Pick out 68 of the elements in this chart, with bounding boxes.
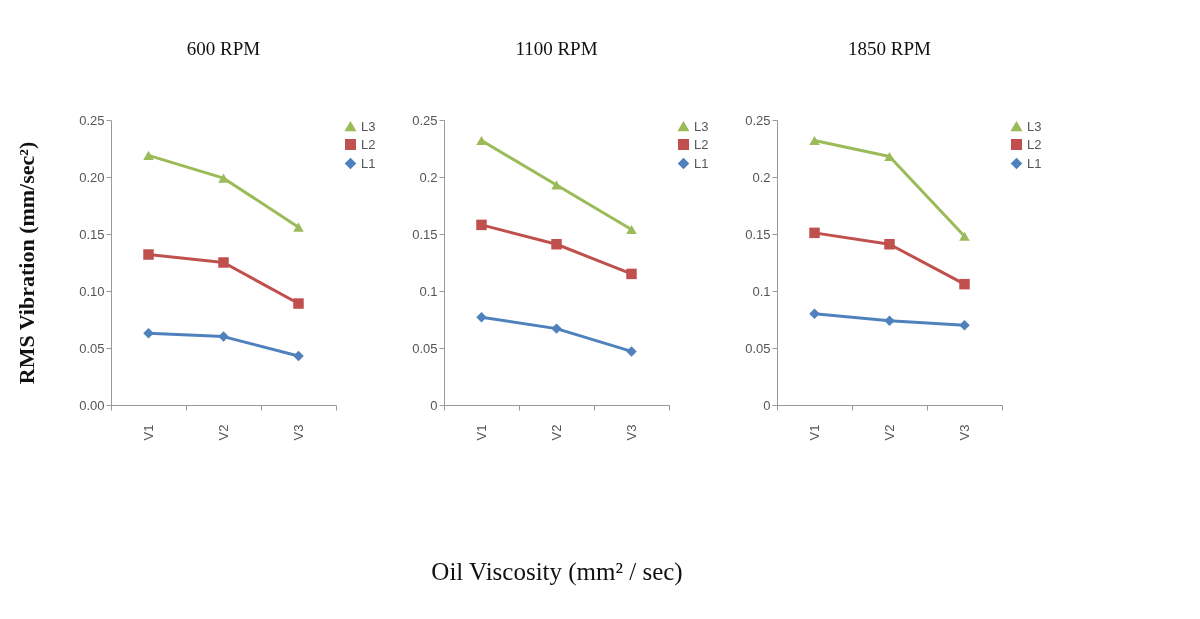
point	[809, 135, 820, 146]
y-tick-label: 0.00	[79, 397, 105, 413]
y-tick-label: 0.05	[745, 340, 771, 356]
x-tick-label: V1	[474, 424, 489, 441]
y-axis-title: RMS Vibration (mm/sec²)	[14, 141, 40, 385]
y-tick-label: 0.15	[79, 226, 105, 242]
point	[626, 268, 637, 280]
point	[884, 151, 895, 162]
legend-label: L1	[361, 155, 376, 171]
point	[551, 239, 562, 250]
point	[293, 298, 304, 309]
y-tick-label: 0.2	[752, 169, 771, 185]
point	[218, 173, 229, 183]
x-axis-title: Oil Viscosity (mm² / sec)	[431, 558, 683, 587]
point	[551, 323, 562, 334]
y-tick-label: 0.20	[79, 169, 105, 185]
y-tick-label: 0.05	[412, 340, 438, 356]
x-tick-label: V3	[291, 424, 306, 441]
point	[293, 222, 304, 232]
legend-label: L1	[694, 155, 709, 171]
point	[626, 224, 637, 234]
chart-title: 1100 RPM	[515, 38, 598, 59]
y-tick-label: 0.15	[412, 226, 438, 242]
point	[143, 249, 154, 260]
point	[218, 257, 229, 268]
point	[884, 315, 895, 326]
x-tick-label: V2	[216, 424, 231, 441]
legend-label: L2	[694, 136, 709, 152]
point	[959, 319, 970, 331]
x-tick-label: V1	[141, 424, 156, 441]
legend-label: L3	[361, 118, 376, 134]
point	[218, 331, 229, 342]
y-tick-label: 0.1	[419, 283, 438, 299]
point	[476, 219, 487, 231]
point	[476, 311, 487, 323]
point	[959, 231, 970, 241]
y-tick-label: 0	[430, 397, 438, 413]
point	[959, 278, 970, 290]
point	[143, 327, 154, 339]
y-tick-label: 0.05	[79, 340, 105, 356]
point	[809, 227, 820, 239]
legend-label: L2	[1027, 136, 1042, 152]
point	[626, 346, 637, 357]
y-tick-label: 0.15	[745, 226, 771, 242]
y-tick-label: 0.25	[412, 112, 438, 128]
point	[293, 350, 304, 362]
x-tick-label: V2	[549, 424, 564, 441]
x-tick-label: V1	[807, 424, 822, 441]
legend-label: L3	[694, 118, 709, 134]
legend-label: L2	[361, 136, 376, 152]
chart-title: 1850 RPM	[848, 38, 932, 59]
x-tick-label: V3	[957, 424, 972, 441]
point	[476, 135, 487, 146]
chart-title: 600 RPM	[186, 38, 261, 59]
y-tick-label: 0.1	[752, 283, 771, 299]
x-tick-label: V2	[882, 424, 897, 441]
y-tick-label: 0.2	[419, 169, 438, 185]
point	[143, 150, 154, 160]
point	[884, 239, 895, 250]
y-tick-label: 0.25	[745, 112, 771, 128]
y-tick-label: 0	[763, 397, 771, 413]
y-tick-label: 0.10	[79, 283, 105, 299]
point	[809, 308, 820, 320]
legend-label: L3	[1027, 118, 1042, 134]
x-tick-label: V3	[624, 424, 639, 441]
y-tick-label: 0.25	[79, 112, 105, 128]
legend-label: L1	[1027, 155, 1042, 171]
point	[551, 180, 562, 190]
